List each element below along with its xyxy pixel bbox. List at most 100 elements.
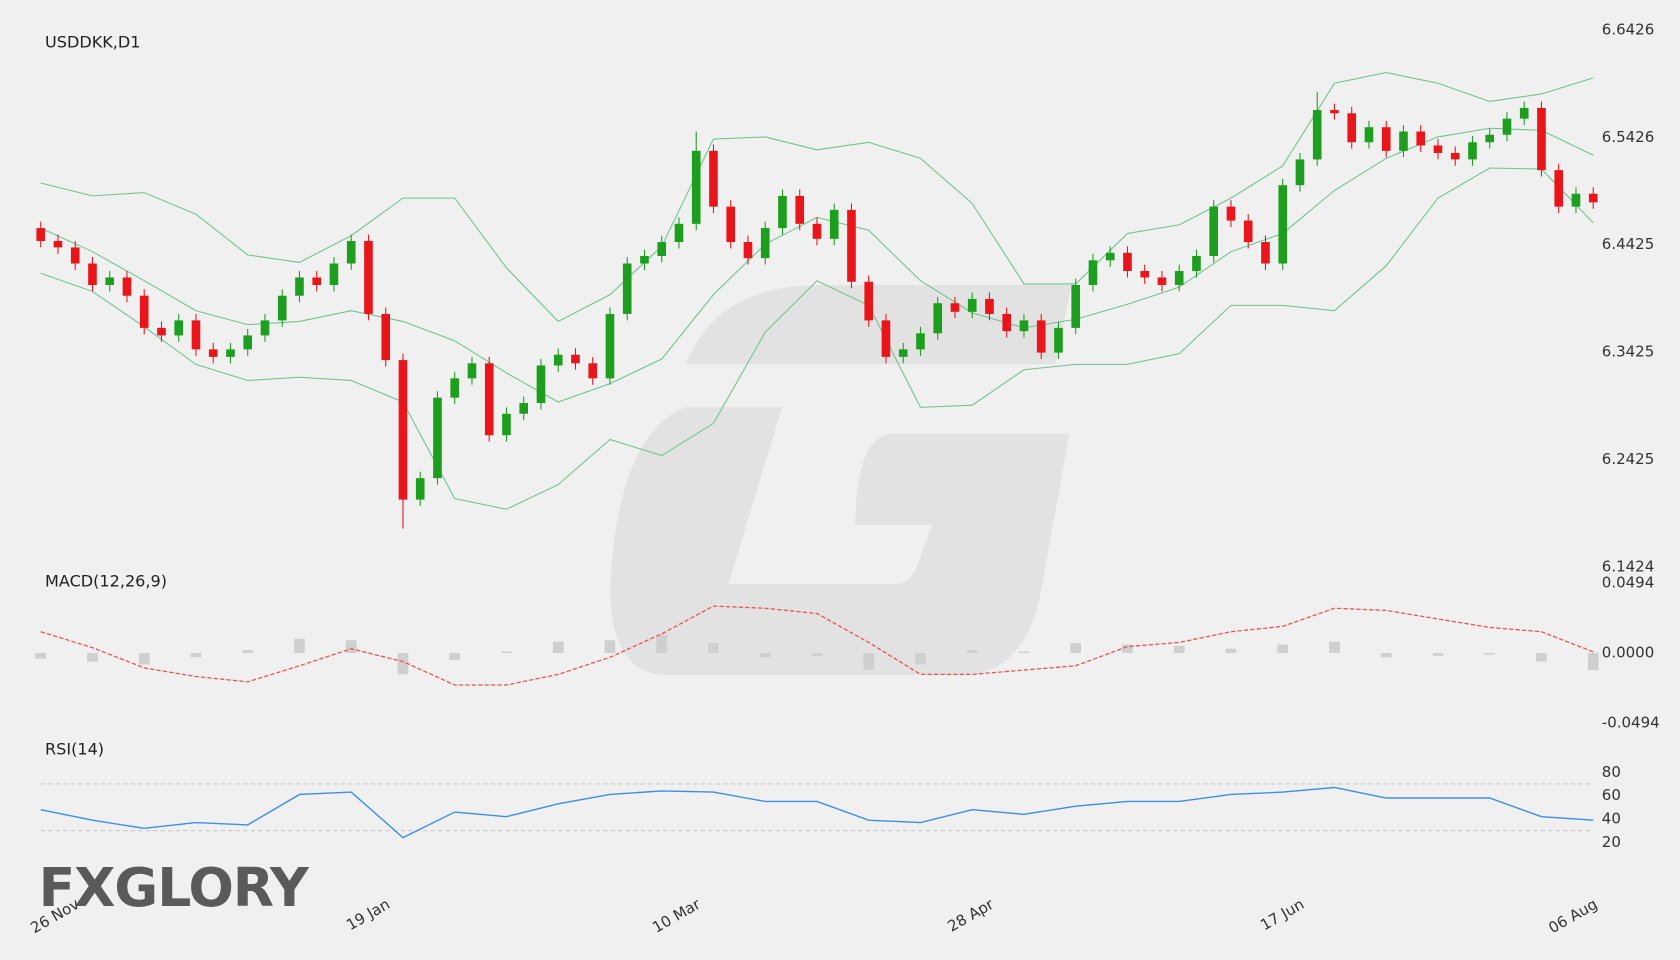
candle-body [1054,327,1063,353]
candle-body [571,354,580,364]
y-tick-label: 0.0000 [1602,644,1655,662]
macd-signal-line [40,605,1594,686]
macd-bar [1380,653,1392,658]
candle-body [933,303,943,334]
bollinger-band [40,167,1594,510]
x-tick-label: 10 Mar [649,895,704,937]
candle-body [519,403,529,414]
candle-body [1450,152,1460,160]
macd-bar [656,634,668,654]
macd-bar [604,640,616,654]
candle-body [795,195,805,224]
candle-body [1416,131,1426,146]
macd-bar [863,653,875,671]
candle-body [691,150,701,224]
x-tick-label: 17 Jun [1257,895,1307,934]
candle-body [1088,260,1098,285]
candle-body [985,298,994,314]
candle-body [450,378,460,398]
candle-body [898,349,908,357]
candle-body [208,349,218,357]
candle-body [174,320,184,336]
macd-bar [1536,653,1547,662]
y-tick-label: 6.2425 [1602,450,1655,468]
y-tick-label: 20 [1602,833,1621,851]
macd-bar [811,653,823,656]
watermark-logo [610,285,1072,675]
candle-body [829,209,839,239]
candle-body [415,478,425,500]
candle-body [760,228,770,259]
y-tick-label: 6.1424 [1602,557,1655,575]
candle-body [1502,118,1512,135]
candle-body [1468,142,1477,160]
candle-body [605,313,615,379]
candle-body [536,365,546,404]
candle-body [864,281,874,321]
candle-body [260,320,270,336]
candle-body [812,223,822,239]
panel-title: MACD(12,26,9) [45,571,167,590]
candle-body [1140,271,1150,278]
macd-bar [449,653,461,661]
candle-body [553,354,563,366]
y-tick-label: 6.4425 [1602,235,1655,253]
candle-body [1588,193,1598,203]
candle-body [950,303,960,312]
macd-bar [190,653,202,658]
candle-body [36,228,46,241]
macd-bar [966,650,978,654]
candle-body [881,320,891,357]
candle-body [277,295,287,321]
macd-bar [501,651,512,654]
candle-body [88,263,97,285]
macd-bar [1329,641,1340,654]
macd-bar [294,638,305,654]
candle-body [191,320,201,350]
candle-body [1226,206,1236,221]
candle-body [381,313,391,361]
candle-body [1537,107,1546,171]
macd-bar [1277,644,1289,654]
candle-body [1347,113,1357,143]
candle-body [1554,170,1564,207]
y-tick-label: 6.6426 [1602,21,1655,39]
panel-title: RSI(14) [45,740,104,759]
candle-body [967,298,977,312]
macd-bar [138,653,150,665]
candle-body [1433,145,1443,153]
candle-body [122,277,132,296]
macd-bar [708,643,719,654]
candle-body [1519,107,1529,119]
candle-body [743,242,753,259]
candle-body [329,263,339,285]
candle-body [1261,242,1270,264]
candle-body [1157,277,1167,285]
candle-body [398,360,408,500]
chart-title: USDDKK,D1 [45,32,140,51]
candle-body [1019,320,1029,332]
candle-body [1105,252,1115,261]
x-tick-label: 06 Aug [1545,895,1600,937]
candle-body [709,150,718,207]
candle-body [726,206,736,243]
candle-body [243,335,253,350]
candle-body [1036,320,1046,353]
candle-body [778,195,787,229]
candle-body [139,295,149,328]
candle-body [1312,110,1322,160]
macd-bar [1018,651,1030,654]
candle-body [364,240,373,314]
candle-body [674,223,684,243]
candle-body [433,397,442,479]
candle-body [916,333,925,350]
y-tick-label: -0.0494 [1602,714,1660,732]
bollinger-band [40,71,1594,323]
candle-body [502,413,511,436]
candle-body [1485,134,1495,143]
macd-bar [87,653,98,662]
candle-body [1381,127,1391,151]
candle-body [1192,256,1201,272]
candle-body [847,209,856,282]
